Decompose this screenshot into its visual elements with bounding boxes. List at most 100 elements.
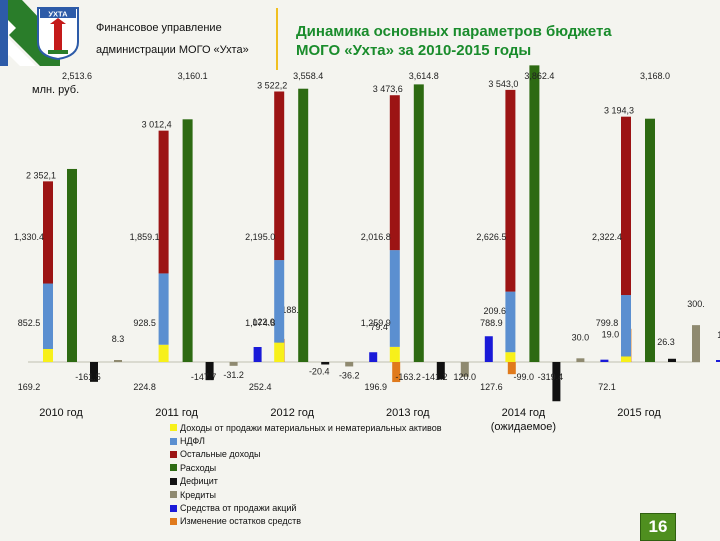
year-label: 2012 год [270, 407, 314, 419]
expense-bar [182, 119, 193, 362]
org-name-line1: Финансовое управление [96, 22, 222, 34]
ukhta-emblem-icon: УХТА [37, 7, 79, 60]
income-bar-segment [389, 95, 400, 251]
income-bar-segment [505, 89, 516, 292]
financing-bar [436, 362, 445, 380]
financing-bar [392, 362, 401, 383]
legend-swatch-icon [170, 450, 177, 458]
income-segment-label: 2,626.5 [476, 232, 506, 242]
income-segment-label: 169.2 [18, 382, 41, 392]
legend-item: Средства от продажи акций [170, 501, 442, 514]
financing-bar [114, 360, 122, 362]
legend-item: НДФЛ [170, 434, 442, 447]
header: УХТА Финансовое управление администрации… [0, 0, 720, 70]
legend-label: Остальные доходы [180, 449, 261, 460]
legend-swatch-icon [170, 517, 177, 525]
income-segment-label: 928.5 [133, 318, 156, 328]
income-segment-label: 1,259.9 [361, 318, 391, 328]
legend-item: Расходы [170, 461, 442, 474]
org-name-line2: администрации МОГО «Ухта» [96, 44, 249, 56]
income-segment-label: 224.8 [133, 382, 156, 392]
financing-bar [90, 362, 98, 382]
financing-label: -163.2 [395, 372, 421, 382]
financing-label: 188.1 [281, 305, 304, 315]
financing-label: 300. [687, 299, 705, 309]
financing-label: 13.7 [717, 330, 720, 340]
income-bar-segment [43, 181, 53, 284]
legend-item: Кредиты [170, 488, 442, 501]
income-bar-segment [505, 291, 516, 353]
financing-bar [253, 347, 262, 362]
legend-swatch-icon [170, 504, 177, 512]
logo-text: УХТА [48, 10, 68, 19]
financing-label: -147.7 [191, 372, 217, 382]
income-bar-segment [274, 91, 285, 261]
header-divider [276, 8, 278, 70]
expense-bar [529, 65, 540, 363]
financing-label: 26.3 [657, 337, 675, 347]
financing-bar [668, 358, 676, 362]
financing-label: -20.4 [309, 367, 330, 377]
legend-label: Расходы [180, 462, 217, 473]
expense-bar [67, 168, 77, 362]
financing-bar [484, 336, 493, 362]
income-segment-label: 127.6 [480, 382, 503, 392]
chart-legend: Доходы от продажи материальных и нематер… [170, 421, 442, 528]
financing-label: 19.0 [602, 330, 620, 340]
financing-bar [205, 362, 214, 381]
page-title-line2: МОГО «Ухта» за 2010-2015 годы [296, 42, 532, 59]
legend-item: Дефицит [170, 475, 442, 488]
income-bar-segment [389, 346, 400, 362]
income-bar-segment [158, 344, 169, 362]
income-segment-label: 72.1 [598, 382, 616, 392]
income-segment-label: 1,859.1 [130, 232, 160, 242]
income-bar-segment [158, 130, 169, 274]
income-total-label: 3 522,2 [257, 80, 287, 90]
legend-item: Доходы от продажи материальных и нематер… [170, 421, 442, 434]
income-segment-label: 799.8 [596, 318, 619, 328]
financing-label: 122.0 [252, 317, 275, 327]
expense-label: 2,513.6 [62, 71, 92, 81]
income-segment-label: 196.9 [365, 382, 388, 392]
income-segment-label: 1,074.8 [245, 318, 275, 328]
income-total-label: 2 352,1 [26, 170, 56, 180]
income-segment-label: 252.4 [249, 382, 272, 392]
financing-bar [552, 362, 561, 402]
financing-bar [692, 325, 700, 362]
financing-label: -161.5 [75, 372, 101, 382]
financing-label: 209.6 [484, 306, 507, 316]
legend-label: Изменение остатков средств [180, 516, 302, 527]
financing-label: -31.2 [223, 370, 244, 380]
income-segment-label: 2,195.0 [245, 232, 275, 242]
income-segment-label: 788.9 [480, 318, 503, 328]
financing-label: 8.3 [112, 334, 125, 344]
financing-label: 120.0 [454, 372, 477, 382]
financing-label: 79.4 [370, 322, 388, 332]
income-segment-label: 2,322.4 [592, 232, 622, 242]
income-bar-segment [505, 352, 516, 362]
income-total-label: 3 194,3 [604, 106, 634, 116]
income-bar-segment [43, 349, 53, 362]
financing-bar [507, 362, 516, 375]
income-segment-label: 1,330.4 [14, 232, 44, 242]
financing-bar [576, 358, 585, 362]
income-total-label: 3 543,0 [488, 79, 518, 89]
legend-swatch-icon [170, 464, 177, 472]
expense-label: 3,160.1 [178, 71, 208, 81]
income-bar-segment [274, 342, 285, 362]
income-bar-segment [43, 283, 53, 350]
financing-bar [321, 362, 330, 365]
legend-swatch-icon [170, 424, 177, 432]
income-bar-segment [621, 116, 631, 296]
income-bar-segment [389, 250, 400, 347]
expense-bar [413, 84, 424, 362]
legend-item: Изменение остатков средств [170, 515, 442, 528]
year-label: 2010 год [39, 407, 83, 419]
legend-label: Средства от продажи акций [180, 503, 297, 514]
income-segment-label: 2,016.8 [361, 232, 391, 242]
income-total-label: 3 473,6 [373, 84, 403, 94]
expense-label: 3,614.8 [409, 71, 439, 81]
financing-label: -319.4 [538, 372, 564, 382]
year-sublabel: (ожидаемое) [491, 421, 556, 433]
